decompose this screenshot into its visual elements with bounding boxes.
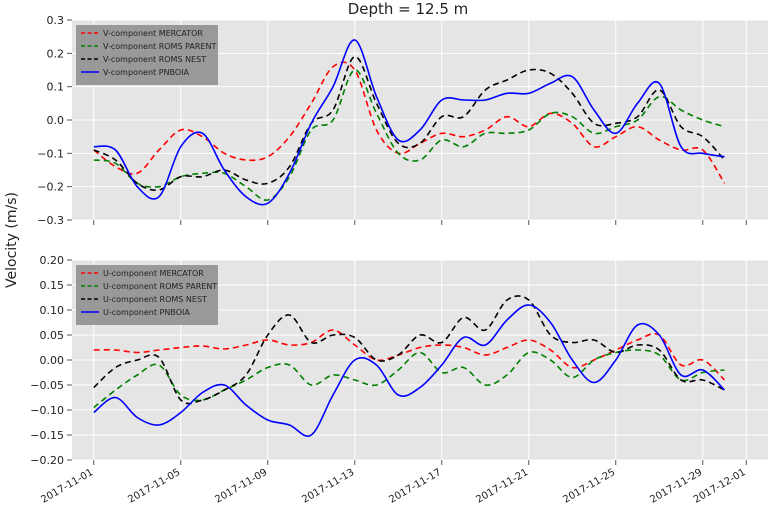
series-line: [93, 304, 726, 437]
x-tick-label: 2017-11-05: [126, 467, 182, 506]
series-line: [93, 55, 726, 192]
u-component-panel: −0.20 −0.15 −0.10 −0.05 0.00 0.05 0.10 0.15 0.20…: [30, 254, 768, 506]
y-axis-label: Velocity (m/s): [4, 192, 20, 288]
legend-label: U-component PNBOIA: [103, 308, 190, 317]
y-tick-label: −0.20: [30, 454, 64, 467]
y-tick-label: −0.2: [37, 181, 64, 194]
series-line: [93, 295, 725, 405]
legend-box: [76, 265, 218, 325]
y-tick-label: 0.2: [47, 47, 65, 60]
x-tick-label: 2017-11-01: [39, 467, 95, 506]
y-tick-label: 0.20: [40, 254, 65, 267]
series-line: [93, 349, 725, 409]
x-tick-label: 2017-11-25: [561, 467, 617, 506]
y-tick-label: −0.10: [30, 404, 64, 417]
y-tick-label: −0.1: [37, 147, 64, 160]
x-tick-label: 2017-11-17: [387, 467, 443, 506]
legend-label: U-component ROMS NEST: [103, 295, 207, 304]
x-tick-label: 2017-11-21: [474, 467, 530, 506]
series-line: [93, 329, 726, 381]
legend-label: V-component ROMS NEST: [103, 55, 206, 64]
legend-label: V-component PNBOIA: [103, 68, 190, 77]
x-tick-label: 2017-11-13: [300, 467, 356, 506]
y-tick-label: −0.3: [37, 214, 64, 227]
series-line: [93, 61, 726, 184]
y-tick-label: 0.0: [47, 114, 65, 127]
legend-label: U-component ROMS PARENT: [103, 282, 217, 291]
legend-box: [76, 25, 218, 85]
y-tick-label: 0.1: [47, 81, 65, 94]
legend-label: V-component MERCATOR: [103, 29, 203, 38]
y-tick-label: 0.10: [40, 304, 65, 317]
y-tick-label: 0.05: [40, 329, 65, 342]
series-line: [93, 39, 725, 206]
series-line: [93, 69, 725, 201]
legend-label: U-component MERCATOR: [103, 269, 204, 278]
chart-title: Depth = 12.5 m: [348, 0, 469, 18]
y-tick-label: 0.3: [47, 14, 65, 27]
y-tick-label: 0.15: [40, 279, 65, 292]
legend-label: V-component ROMS PARENT: [103, 42, 216, 51]
y-tick-label: −0.05: [30, 379, 64, 392]
y-tick-label: −0.15: [30, 429, 64, 442]
y-tick-label: 0.00: [40, 354, 65, 367]
v-component-panel: −0.3 −0.2 −0.1 0.0 0.1 0.2 0.3 V-component MERC…: [37, 14, 768, 227]
x-tick-label: 2017-11-09: [213, 467, 269, 506]
